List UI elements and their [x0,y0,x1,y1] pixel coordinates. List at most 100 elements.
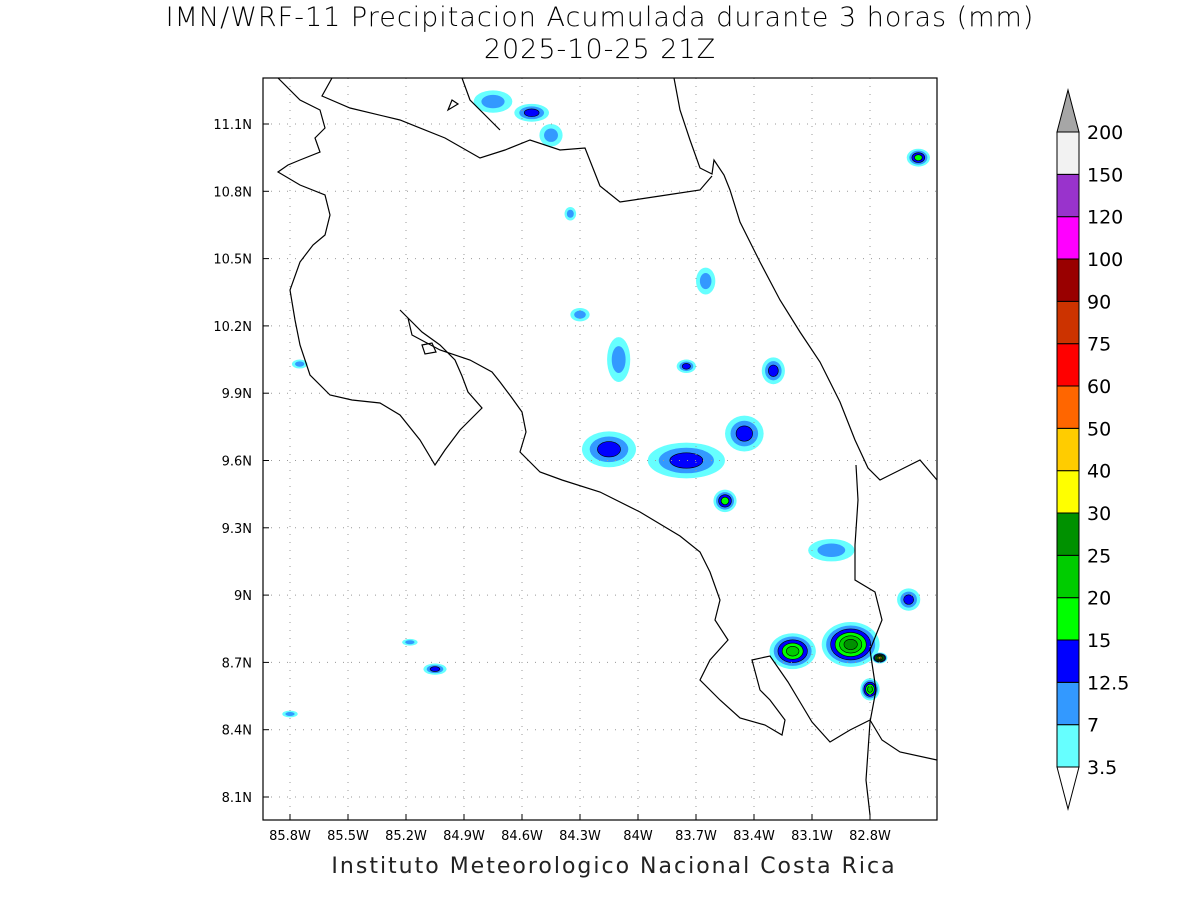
precip-cell [906,148,930,167]
legend-swatch [1056,343,1080,387]
precip-contour-level-1 [295,361,305,367]
nicaragua-border [321,78,713,203]
precip-cell [402,638,418,646]
precip-contour-level-7 [878,656,882,660]
precip-contour-level-1 [817,543,846,557]
precip-cell [607,337,631,382]
precip-contour-level-1 [611,346,626,373]
legend-swatch [1056,512,1080,556]
legend-level-label: 50 [1087,418,1111,440]
lon-tick-label: 85.8W [269,829,311,844]
legend-level-label: 12.5 [1087,672,1129,694]
lon-tick-label: 84W [623,829,653,844]
precip-cell [713,489,737,513]
precip-cell [423,663,447,675]
legend-level-label: 200 [1087,122,1123,144]
precip-contour-level-1 [566,209,574,218]
legend-level-label: 120 [1087,207,1123,229]
lon-tick-label: 84.3W [559,829,601,844]
precipitation-layer [282,90,930,718]
precip-cell [676,359,696,373]
lake-island [421,342,437,355]
precip-contour-level-1 [405,640,415,645]
lat-tick-label: 8.4N [222,724,252,739]
lat-tick-label: 10.8N [213,185,252,200]
legend-swatch [1056,131,1080,175]
precip-cell [860,678,880,701]
precip-contour-level-2 [768,364,779,377]
precip-cell [514,103,550,122]
legend-level-label: 90 [1087,291,1111,313]
color-legend: 3.5 7 12.5 15 20 25 30 40 50 60 75 90 100 120 150 200 [1056,88,1129,811]
precip-cell [581,431,637,468]
lon-tick-label: 85.2W [385,829,427,844]
legend-level-label: 100 [1087,249,1123,271]
precip-contour-level-5 [843,638,858,650]
legend-swatch [1056,258,1080,302]
lon-tick-label: 85.5W [327,829,369,844]
precip-contour-level-1 [481,94,505,109]
lat-tick-label: 10.5N [213,253,252,268]
legend-level-label: 3.5 [1087,757,1117,779]
precip-cell [570,307,590,322]
precip-contour-level-1 [574,310,586,319]
legend-swatch [1056,639,1080,683]
footer-credit: Instituto Meteorologico Nacional Costa R… [331,854,897,879]
legend-swatch [1056,385,1080,429]
legend-swatch [1056,216,1080,260]
lat-tick-label: 11.1N [213,118,252,133]
precip-cell [897,588,921,611]
pacific-coastline [276,78,937,761]
lat-tick-label: 8.1N [222,791,252,806]
lat-tick-label: 9.6N [222,455,252,470]
precip-contour-level-2 [429,666,441,672]
legend-swatch [1056,470,1080,514]
precip-contour-level-1 [285,711,295,717]
precip-contour-level-2 [523,108,540,117]
precip-contour-level-4 [786,645,800,657]
legend-swatch [1056,427,1080,472]
lat-tick-label: 9.3N [222,522,252,537]
legend-level-label: 7 [1087,715,1099,737]
precip-contour-level-1 [544,128,558,142]
precip-contour-level-3 [914,154,923,161]
legend-level-label: 25 [1087,545,1111,567]
legend-under-arrow [1056,766,1080,811]
coastlines [276,78,937,816]
lat-tick-label: 9.9N [222,387,252,402]
legend-swatch [1056,554,1080,599]
legend-level-label: 30 [1087,503,1111,525]
legend-level-label: 40 [1087,461,1111,483]
precip-contour-level-4 [867,685,873,693]
precip-cell [821,622,880,667]
lon-tick-label: 83.7W [675,829,717,844]
precip-contour-level-1 [699,272,712,290]
precip-contour-level-2 [735,425,753,442]
lon-tick-label: 82.8W [849,829,891,844]
lon-tick-label: 83.1W [791,829,833,844]
precip-cell [539,124,563,147]
lon-tick-label: 83.4W [733,829,775,844]
map-frame [262,77,938,821]
precip-cell [808,539,855,562]
precip-cell [282,710,298,718]
precip-cell [647,442,725,479]
precip-contour-level-2 [597,441,621,458]
caribbean-coastline [673,78,937,481]
precip-cell [769,633,816,670]
precip-contour-level-2 [681,363,691,370]
legend-level-label: 20 [1087,588,1111,610]
map-subtitle: 2025-10-25 21Z [483,34,717,65]
precip-cell [696,267,716,295]
legend-swatch [1056,173,1080,218]
precip-contour-level-3 [720,496,730,505]
legend-level-label: 60 [1087,376,1111,398]
precip-cell [473,90,513,113]
lat-tick-label: 9N [234,589,252,604]
precip-cell [761,357,785,385]
precip-cell [871,652,888,664]
legend-level-label: 75 [1087,334,1111,356]
legend-swatch [1056,597,1080,641]
